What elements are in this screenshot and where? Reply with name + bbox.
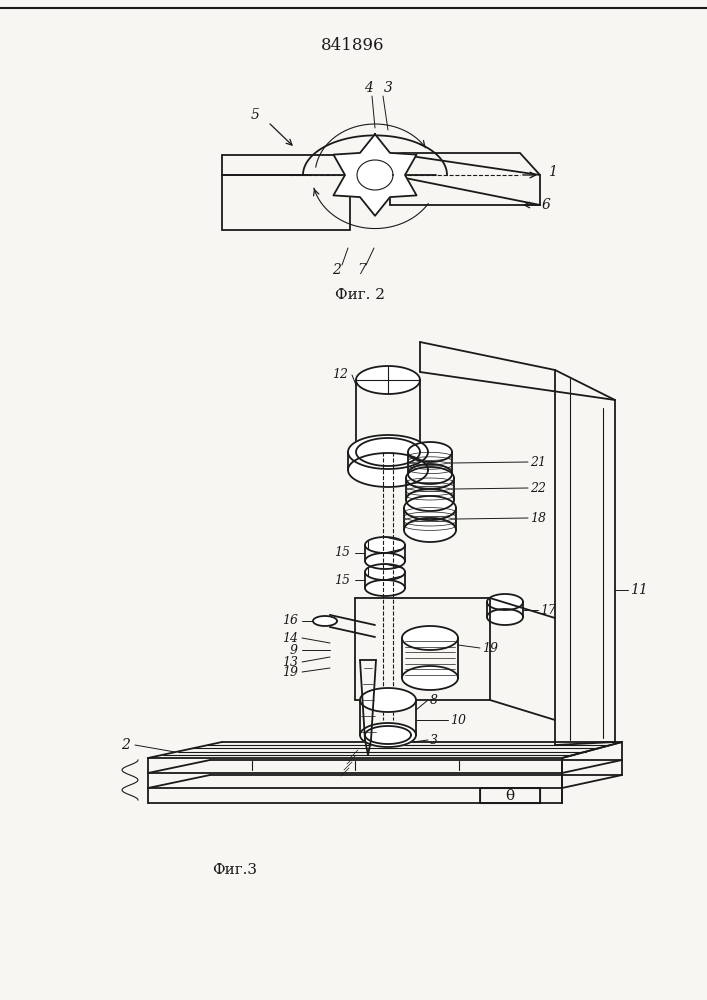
Text: 15: 15 (334, 546, 350, 560)
Polygon shape (365, 537, 405, 553)
Polygon shape (348, 453, 428, 487)
Polygon shape (365, 553, 405, 569)
Text: 841896: 841896 (321, 36, 385, 53)
Polygon shape (402, 626, 458, 650)
Text: 9: 9 (290, 644, 298, 656)
Polygon shape (334, 134, 416, 216)
Text: 1: 1 (548, 165, 557, 179)
Polygon shape (356, 438, 420, 466)
Polygon shape (365, 564, 405, 580)
Text: 11: 11 (630, 583, 648, 597)
Text: 21: 21 (530, 456, 546, 468)
Polygon shape (408, 442, 452, 462)
Text: 16: 16 (282, 614, 298, 628)
Polygon shape (313, 616, 337, 626)
Bar (480, 788, 540, 803)
Polygon shape (406, 467, 454, 489)
Polygon shape (360, 723, 416, 747)
Text: 3: 3 (430, 734, 438, 746)
Polygon shape (365, 580, 405, 596)
Text: 19: 19 (482, 642, 498, 654)
Text: 2: 2 (332, 263, 341, 277)
Polygon shape (406, 489, 454, 511)
Text: 15: 15 (334, 574, 350, 586)
Text: 4: 4 (363, 81, 373, 95)
Text: 22: 22 (530, 482, 546, 494)
Text: 18: 18 (530, 512, 546, 524)
Polygon shape (365, 726, 411, 744)
Polygon shape (348, 435, 428, 469)
Polygon shape (487, 594, 523, 610)
Text: 19: 19 (282, 666, 298, 678)
Text: Фиг. 2: Фиг. 2 (335, 288, 385, 302)
Polygon shape (402, 666, 458, 690)
Text: 10: 10 (450, 714, 466, 726)
Polygon shape (404, 496, 456, 520)
Text: θ: θ (506, 789, 515, 803)
Text: 2: 2 (121, 738, 130, 752)
Text: 3: 3 (384, 81, 392, 95)
Polygon shape (408, 464, 452, 484)
Text: 8: 8 (430, 694, 438, 706)
Text: Фиг.3: Фиг.3 (213, 863, 257, 877)
Polygon shape (356, 366, 420, 394)
Text: 13: 13 (282, 656, 298, 668)
Text: 14: 14 (282, 632, 298, 645)
Text: 7: 7 (358, 263, 366, 277)
Text: 17: 17 (540, 603, 556, 616)
Polygon shape (487, 609, 523, 625)
Text: 6: 6 (542, 198, 551, 212)
Text: 12: 12 (332, 368, 348, 381)
Text: 5: 5 (250, 108, 259, 122)
Polygon shape (360, 688, 416, 712)
Polygon shape (404, 518, 456, 542)
